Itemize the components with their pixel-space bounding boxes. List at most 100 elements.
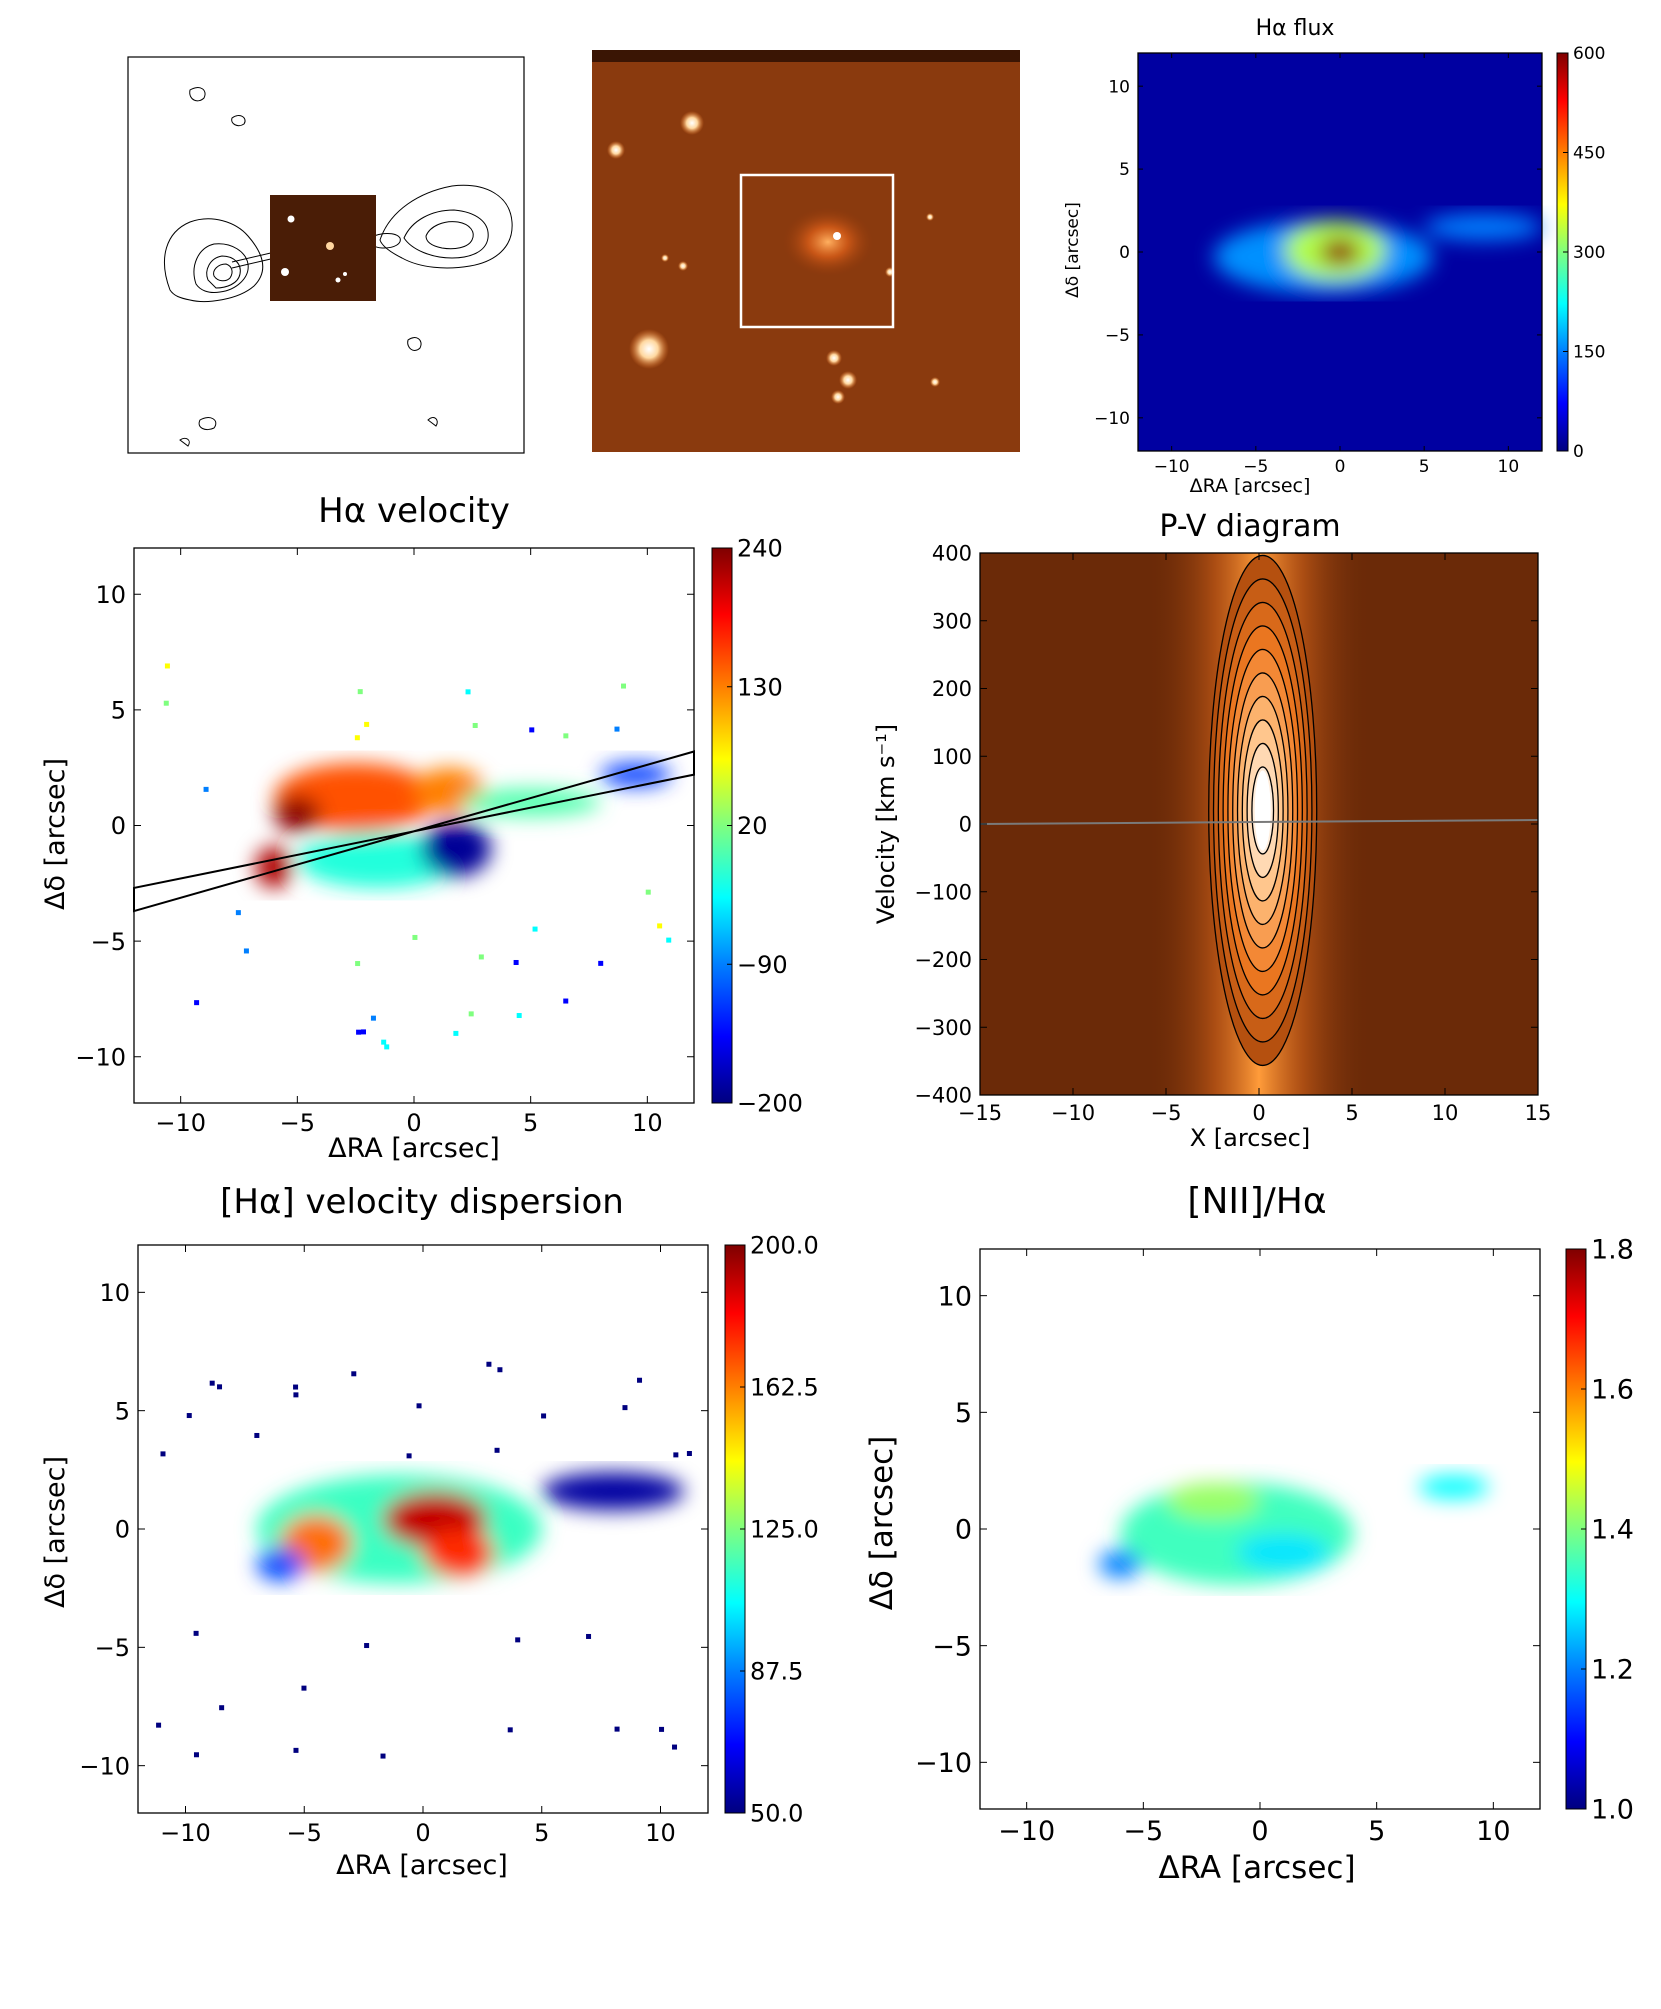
ha-dispersion-xlabel: ΔRA [arcsec] — [336, 1850, 508, 1881]
x-tick-label: −5 — [1243, 457, 1268, 477]
y-tick-label: 0 — [115, 1516, 130, 1544]
colorbar-tick-label: 150 — [1573, 343, 1605, 363]
noise-pixel — [235, 910, 241, 916]
nii-ha-panel: [NII]/Hα Δδ [arcsec] ΔRA [arcsec] −10 −5 0… — [864, 1181, 1634, 1886]
optical-star — [629, 329, 669, 369]
heatmap-region — [1424, 213, 1543, 241]
optical-star — [826, 350, 842, 366]
noise-pixel — [381, 1039, 387, 1045]
noise-pixel — [416, 1403, 422, 1409]
ha-flux-panel: Hα flux Δδ [arcsec] ΔRA [arcsec] −10 −5 0 5… — [1063, 16, 1605, 497]
radio-inset-star — [326, 242, 334, 250]
y-tick-label: 200 — [932, 677, 972, 701]
pv-title: P-V diagram — [1159, 509, 1340, 544]
colorbar-tick-label: 87.5 — [750, 1658, 803, 1686]
noise-pixel — [293, 1392, 299, 1398]
noise-pixel — [672, 1744, 678, 1750]
ha-flux-ylabel: Δδ [arcsec] — [1063, 202, 1083, 298]
noise-pixel — [621, 683, 627, 689]
heatmap-region — [421, 820, 491, 877]
y-tick-label: 300 — [932, 609, 972, 633]
noise-pixel — [563, 733, 569, 739]
colorbar-tick-label: −90 — [737, 951, 788, 979]
noise-pixel — [598, 960, 604, 966]
y-tick-label: −400 — [914, 1084, 972, 1108]
ha-velocity-ylabel: Δδ [arcsec] — [40, 758, 71, 910]
noise-pixel — [472, 722, 478, 728]
y-tick-label: 100 — [932, 745, 972, 769]
optical-star — [839, 371, 857, 389]
x-tick-label: 5 — [1345, 1101, 1358, 1125]
heatmap-region — [1418, 1475, 1489, 1499]
x-tick-label: −5 — [287, 1819, 322, 1847]
colorbar-tick-label: 50.0 — [750, 1800, 803, 1828]
y-tick-label: 5 — [955, 1398, 972, 1429]
noise-pixel — [541, 1413, 547, 1419]
colorbar-tick-label: 20 — [737, 812, 768, 840]
y-tick-label: −10 — [75, 1043, 126, 1071]
y-tick-label: 0 — [955, 1515, 972, 1546]
colorbar-tick-label: 450 — [1573, 144, 1605, 164]
radio-inset-star — [287, 215, 295, 223]
noise-pixel — [301, 1685, 307, 1691]
colorbar-tick-label: 162.5 — [750, 1374, 819, 1402]
optical-star — [831, 390, 845, 404]
noise-pixel — [364, 1643, 370, 1649]
ha-dispersion-panel: [Hα] velocity dispersion Δδ [arcsec] ΔRA… — [40, 1182, 819, 1881]
x-tick-label: 5 — [1368, 1816, 1385, 1847]
colorbar-tick-label: 200.0 — [750, 1232, 819, 1260]
heatmap-region — [600, 763, 671, 787]
heatmap-region — [274, 795, 321, 833]
ha-flux-title: Hα flux — [1256, 16, 1335, 41]
noise-pixel — [532, 926, 538, 932]
ha-velocity-panel: Hα velocity Δδ [arcsec] ΔRA [arcsec] −10… — [40, 491, 803, 1164]
heatmap-regions — [1099, 1475, 1489, 1585]
ha-dispersion-title: [Hα] velocity dispersion — [220, 1182, 624, 1222]
heatmap-region — [460, 788, 601, 817]
noise-pixel — [657, 923, 663, 929]
ha-velocity-xlabel: ΔRA [arcsec] — [328, 1133, 500, 1164]
x-tick-label: −10 — [160, 1819, 211, 1847]
x-tick-label: 0 — [406, 1109, 421, 1137]
x-tick-label: 5 — [1419, 457, 1430, 477]
y-tick-label: −10 — [1094, 409, 1130, 429]
x-tick-label: −10 — [1154, 457, 1190, 477]
noise-pixel — [380, 1753, 386, 1759]
x-tick-label: 10 — [1432, 1101, 1459, 1125]
noise-pixel — [622, 1405, 628, 1411]
noise-pixel — [163, 700, 169, 706]
noise-pixel — [645, 889, 651, 895]
noise-pixel — [351, 1371, 357, 1377]
y-tick-label: 10 — [95, 581, 126, 609]
y-tick-label: 5 — [1119, 160, 1130, 180]
ha-dispersion-ylabel: Δδ [arcsec] — [40, 1456, 71, 1608]
plot-frame — [133, 547, 695, 1104]
pv-xlabel: X [arcsec] — [1190, 1124, 1311, 1152]
colorbar-tick-label: 1.8 — [1591, 1235, 1634, 1266]
colorbar-tick-label: 1.4 — [1591, 1515, 1634, 1546]
noise-pixel — [412, 934, 418, 940]
x-tick-label: 10 — [632, 1109, 663, 1137]
ha-velocity-title: Hα velocity — [318, 491, 510, 531]
x-tick-label: 0 — [1251, 1816, 1268, 1847]
y-tick-label: −10 — [79, 1752, 130, 1780]
noise-pixel — [194, 1000, 200, 1006]
noise-pixel — [614, 726, 620, 732]
nii-ha-ylabel: Δδ [arcsec] — [864, 1436, 900, 1611]
noise-pixel — [193, 1752, 199, 1758]
optical-star — [926, 213, 934, 221]
optical-top-strip — [592, 50, 1020, 62]
x-tick-label: 10 — [1498, 457, 1520, 477]
y-tick-label: 10 — [938, 1281, 972, 1312]
noise-pixel — [486, 1361, 492, 1367]
noise-pixel — [468, 1011, 474, 1017]
noise-pixel — [209, 1380, 215, 1386]
pv-zero-line — [979, 819, 1539, 825]
optical-star — [930, 377, 940, 387]
heatmap-region — [423, 1529, 495, 1577]
x-tick-label: −10 — [1051, 1101, 1095, 1125]
heatmap-region — [1319, 238, 1361, 266]
noise-pixel — [293, 1384, 299, 1390]
noise-pixel — [465, 689, 471, 695]
